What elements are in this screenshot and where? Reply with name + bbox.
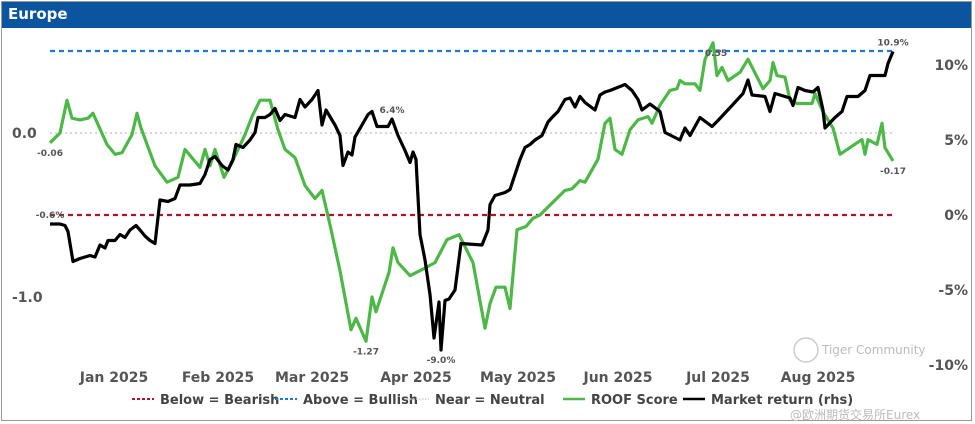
legend-item-4[interactable]: Market return (rhs) [683,393,853,408]
data-label: -0.17 [880,167,906,177]
series-line-market-return [50,50,895,352]
right-tick-label: 0% [944,208,968,224]
reference-lines [50,49,893,217]
legend-item-2[interactable]: Near = Neutral [407,393,545,408]
x-tick-label: Feb 2025 [182,370,254,386]
x-tick-label: Jun 2025 [583,370,653,386]
series-lines [48,41,895,352]
legend-label: Market return (rhs) [711,393,853,408]
data-label: 10.9% [877,39,908,49]
left-tick-label: -1.0 [12,290,43,306]
axis-ticks: 0.0 -1.0 10% 5% 0% -5% -10% Jan 2025 Feb 2025 Mar… [12,58,968,386]
right-tick-label: -10% [929,358,968,374]
legend-label: ROOF Score [591,393,678,408]
legend-label: Near = Neutral [435,393,545,408]
data-label: 6.4% [380,106,405,116]
right-tick-label: 10% [934,58,968,74]
data-label: 0.55 [705,49,727,59]
x-tick-label: May 2025 [480,370,556,386]
watermark-line1: Tiger Community [821,343,926,357]
data-label: -1.27 [353,347,379,357]
x-tick-label: Aug 2025 [781,370,856,386]
data-label: -9.0% [427,356,456,366]
data-label: -0.06 [37,149,63,159]
data-label: -0.6% [36,211,65,221]
legend-item-3[interactable]: ROOF Score [563,393,678,408]
legend-item-0[interactable]: Below = Bearish [132,393,279,408]
chart-title: Europe [8,5,68,23]
watermark-logo-icon [793,337,819,363]
legend: Below = Bearish Above = Bullish Near = Neu… [132,393,853,408]
legend-label: Above = Bullish [303,393,418,408]
watermark: Tiger Community @欧洲期货交易所Eurex [790,337,926,422]
legend-item-1[interactable]: Above = Bullish [275,393,418,408]
chart-header: Europe [2,2,971,28]
right-tick-label: -5% [938,283,968,299]
left-tick-label: 0.0 [12,126,37,142]
right-tick-label: 5% [944,133,968,149]
annotations: -0.06 -1.27 0.55 -0.17 -0.6% 6.4% -9.0% 10.9% [36,39,909,367]
x-tick-label: Apr 2025 [380,370,452,386]
watermark-line2: @欧洲期货交易所Eurex [790,407,920,422]
legend-label: Below = Bearish [160,393,279,408]
x-tick-label: Mar 2025 [275,370,349,386]
x-tick-label: Jul 2025 [685,370,750,386]
x-tick-label: Jan 2025 [79,370,148,386]
series-line-roof-score [48,41,895,343]
